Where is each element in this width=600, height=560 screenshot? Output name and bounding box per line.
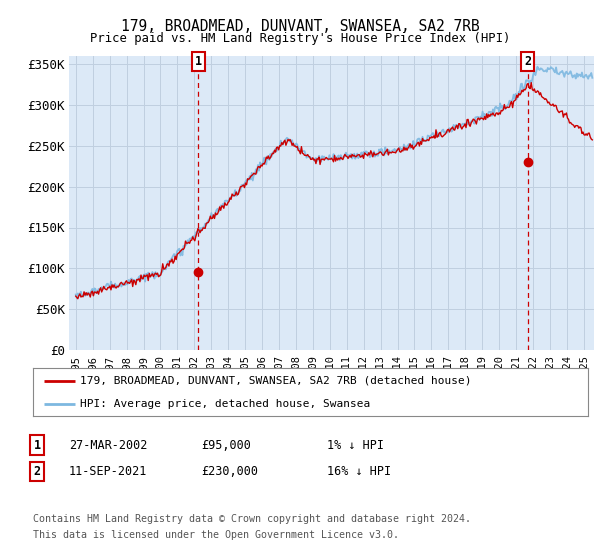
Text: 2: 2 bbox=[524, 55, 532, 68]
Text: 1: 1 bbox=[34, 438, 41, 452]
Text: 179, BROADMEAD, DUNVANT, SWANSEA, SA2 7RB: 179, BROADMEAD, DUNVANT, SWANSEA, SA2 7R… bbox=[121, 19, 479, 34]
Text: 2: 2 bbox=[34, 465, 41, 478]
Text: Price paid vs. HM Land Registry's House Price Index (HPI): Price paid vs. HM Land Registry's House … bbox=[90, 32, 510, 45]
Text: 11-SEP-2021: 11-SEP-2021 bbox=[69, 465, 148, 478]
Text: This data is licensed under the Open Government Licence v3.0.: This data is licensed under the Open Gov… bbox=[33, 530, 399, 540]
Text: 16% ↓ HPI: 16% ↓ HPI bbox=[327, 465, 391, 478]
Text: 1: 1 bbox=[194, 55, 202, 68]
Text: £230,000: £230,000 bbox=[201, 465, 258, 478]
Text: 1% ↓ HPI: 1% ↓ HPI bbox=[327, 438, 384, 452]
Text: Contains HM Land Registry data © Crown copyright and database right 2024.: Contains HM Land Registry data © Crown c… bbox=[33, 514, 471, 524]
Text: £95,000: £95,000 bbox=[201, 438, 251, 452]
Text: HPI: Average price, detached house, Swansea: HPI: Average price, detached house, Swan… bbox=[80, 399, 370, 409]
Text: 179, BROADMEAD, DUNVANT, SWANSEA, SA2 7RB (detached house): 179, BROADMEAD, DUNVANT, SWANSEA, SA2 7R… bbox=[80, 376, 472, 386]
Text: 27-MAR-2002: 27-MAR-2002 bbox=[69, 438, 148, 452]
